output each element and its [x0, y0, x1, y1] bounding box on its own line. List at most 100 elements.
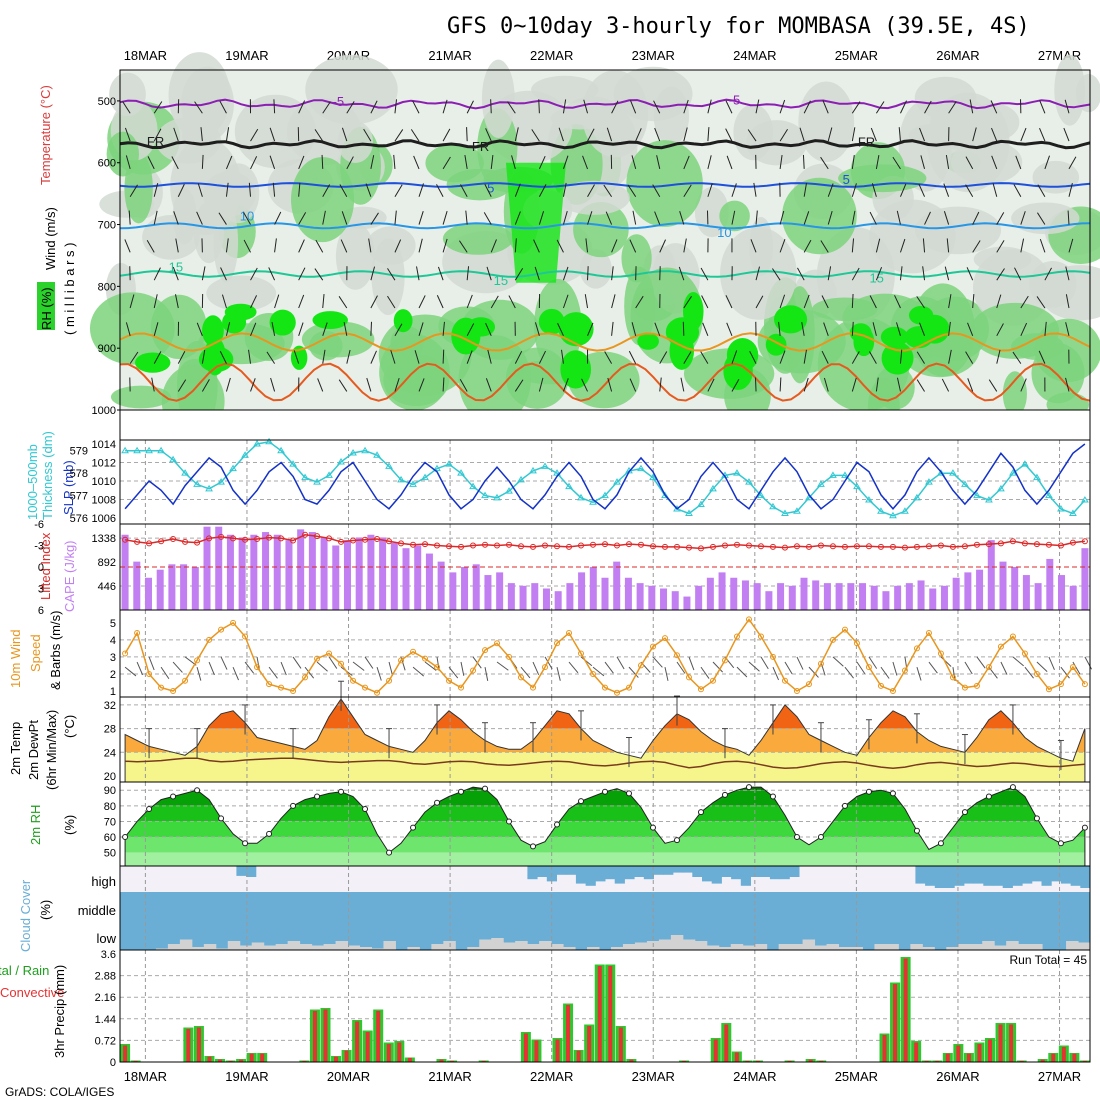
wind-barb [124, 239, 131, 253]
panel8-ytick: 0.72 [95, 1035, 116, 1047]
lifted-index-line-point [398, 540, 405, 547]
lifted-index-line-point [1057, 542, 1064, 549]
date-label-bottom: 25MAR [835, 1069, 878, 1084]
wind-barb [511, 155, 516, 170]
wind-barb [322, 101, 331, 114]
cape-bar [531, 583, 539, 610]
panel1-ylabel-mb: ( m i l l i b a r s ) [62, 243, 77, 335]
thickness-line-point [1045, 491, 1053, 499]
wind-barb [201, 379, 210, 392]
rh-point [482, 785, 489, 792]
cloud-high-bar [779, 866, 790, 880]
lifted-index-line-point [122, 536, 129, 543]
panel5-ylabel-4: (°C) [62, 715, 77, 738]
wind-barb [731, 210, 736, 225]
date-label-bottom: 21MAR [428, 1069, 471, 1084]
cloud-low-bar [179, 939, 193, 950]
lifted-index-line-point [925, 543, 932, 550]
precip-convective-bar [808, 1059, 813, 1062]
wind-barb [726, 322, 733, 337]
wind-barb [436, 184, 444, 197]
wind-barb [919, 322, 926, 336]
thickness-line-point [637, 464, 645, 472]
wind-barb [1065, 266, 1070, 281]
wind-barb [731, 379, 740, 392]
lifted-index-line-point [721, 542, 728, 549]
rh-blob [719, 200, 750, 232]
wind-barb [394, 99, 398, 114]
wind-barb [177, 351, 186, 364]
surface-wind-barb [412, 666, 425, 677]
panel2-frame [119, 439, 1091, 525]
wind-barb [822, 100, 829, 114]
wind-barb [196, 322, 203, 337]
precip-convective-bar [407, 1057, 412, 1062]
wind-barb [298, 100, 306, 114]
wind-barb [466, 294, 473, 309]
rh-point [625, 790, 632, 797]
wind-barb [225, 238, 229, 253]
rh-point [194, 787, 201, 794]
thickness-line-point [217, 478, 225, 485]
wind-barb [390, 350, 396, 364]
wind-barb [627, 184, 637, 197]
rh-blob-strong [560, 350, 592, 389]
date-label-top: 21MAR [428, 48, 471, 63]
wind-barb [538, 350, 547, 364]
panel1-ytick: 1000 [92, 405, 116, 417]
thickness-line-point [313, 478, 321, 485]
cloud-low-bar [371, 948, 384, 950]
rh-blob [798, 81, 855, 163]
wind-barb [1039, 127, 1046, 142]
wind-barb [129, 351, 139, 364]
wind-barb [339, 184, 348, 197]
rh-point [913, 827, 920, 834]
lifted-index-line-point [637, 541, 644, 548]
cloud-high-bar [731, 866, 742, 880]
wind-speed-line-point [170, 688, 177, 694]
cloud-label-low: low [96, 931, 116, 946]
surface-wind-barb [520, 666, 531, 679]
panel5-ytick: 32 [104, 700, 116, 712]
thickness-line-point [577, 493, 585, 501]
wind-barb [1015, 155, 1022, 170]
wind-barb [851, 293, 854, 309]
temp-contour-FR [119, 139, 1091, 150]
lifted-index-line-point [1009, 538, 1016, 545]
surface-wind-barb [628, 666, 639, 678]
thickness-line-point [649, 473, 657, 481]
contour-label: FR [858, 135, 875, 150]
cloud-low-bar [694, 941, 708, 950]
cloud-low-bar [239, 945, 253, 950]
wind-barb [562, 210, 568, 225]
wind-barb [538, 211, 545, 225]
wind-barb [972, 240, 981, 253]
wind-barb [243, 239, 251, 253]
wind-barb [779, 210, 785, 225]
lifted-index-line-point [566, 543, 573, 550]
wind-barb [394, 129, 404, 142]
lifted-index-line-point [482, 541, 489, 548]
temp-line [124, 698, 1086, 783]
panel8-ylabel: 3hr Precip (mm) [52, 965, 67, 1058]
lifted-index-line-point [254, 536, 261, 543]
wind-speed-line-point [134, 630, 141, 637]
cloud-low-bar [742, 945, 756, 950]
wind-barb [250, 295, 258, 309]
cape-bar [379, 537, 387, 610]
wind-barb [338, 379, 348, 392]
wind-barb [418, 238, 423, 253]
wind-speed-line-point [961, 684, 968, 691]
wind-barb [225, 127, 230, 142]
cloud-low-bar [826, 944, 840, 950]
cape-bar [449, 572, 457, 610]
wind-speed-line-point [530, 684, 537, 691]
lifted-index-line-point [506, 541, 513, 548]
panel2-ytick-slp: 1006 [92, 513, 116, 525]
wind-barbs [122, 99, 1077, 392]
surface-wind-barb [700, 666, 710, 679]
cloud-high-bar [614, 866, 625, 884]
wind-barb [393, 154, 396, 169]
date-label-bottom: 26MAR [936, 1069, 979, 1084]
wind-barb [632, 210, 637, 225]
